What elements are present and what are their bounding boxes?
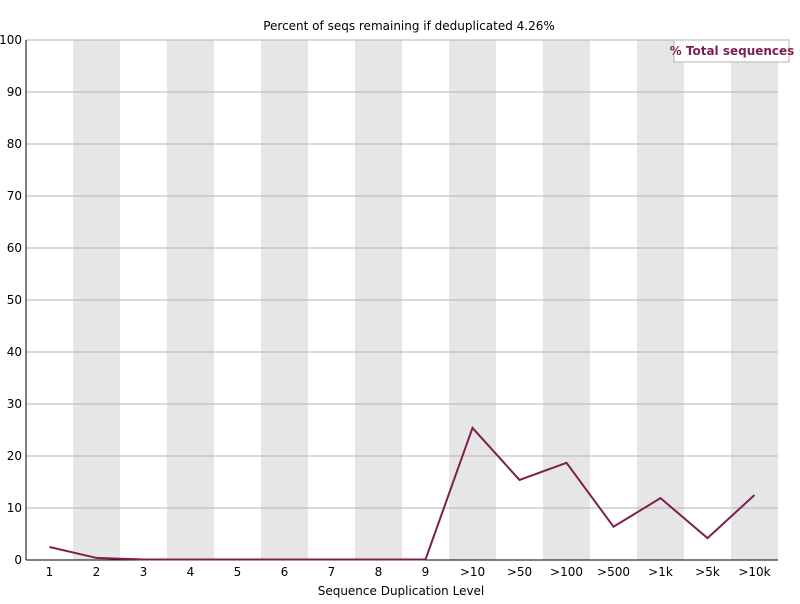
x-tick-label: >100 (550, 565, 583, 579)
x-tick-label: >1k (648, 565, 673, 579)
y-tick-labels: 0 10 20 30 40 50 60 70 80 90 100 (0, 33, 22, 567)
y-tick-label: 100 (0, 33, 22, 47)
legend-label: % Total sequences (670, 44, 795, 58)
x-tick-label: >5k (695, 565, 720, 579)
y-tick-label: 30 (7, 397, 22, 411)
y-tick-label: 50 (7, 293, 22, 307)
legend: % Total sequences (670, 39, 795, 63)
x-tick-label: 7 (328, 565, 336, 579)
chart-title: Percent of seqs remaining if deduplicate… (263, 19, 555, 33)
x-tick-label: 5 (234, 565, 242, 579)
x-tick-label: >10 (460, 565, 485, 579)
x-tick-label: 6 (281, 565, 289, 579)
x-tick-labels: 1 2 3 4 5 6 7 8 9 >10 >50 >100 >500 >1k >5k >10k (46, 565, 771, 579)
x-tick-label: 4 (187, 565, 195, 579)
y-tick-label: 70 (7, 189, 22, 203)
series-line (49, 426, 756, 561)
x-tick-label: >50 (507, 565, 532, 579)
y-tick-label: 0 (14, 553, 22, 567)
x-tick-label: 1 (46, 565, 54, 579)
x-tick-label: >10k (738, 565, 770, 579)
y-tick-label: 80 (7, 137, 22, 151)
y-tick-label: 10 (7, 501, 22, 515)
y-tick-label: 40 (7, 345, 22, 359)
y-tick-label: 60 (7, 241, 22, 255)
x-tick-label: 3 (140, 565, 148, 579)
x-tick-label: 9 (422, 565, 430, 579)
x-tick-label: >500 (597, 565, 630, 579)
x-tick-label: 8 (375, 565, 383, 579)
x-axis-label: Sequence Duplication Level (318, 584, 485, 598)
gridlines (26, 39, 778, 509)
y-tick-label: 20 (7, 449, 22, 463)
series (49, 426, 756, 561)
legend-box (673, 39, 790, 63)
y-tick-label: 90 (7, 85, 22, 99)
x-tick-label: 2 (93, 565, 101, 579)
